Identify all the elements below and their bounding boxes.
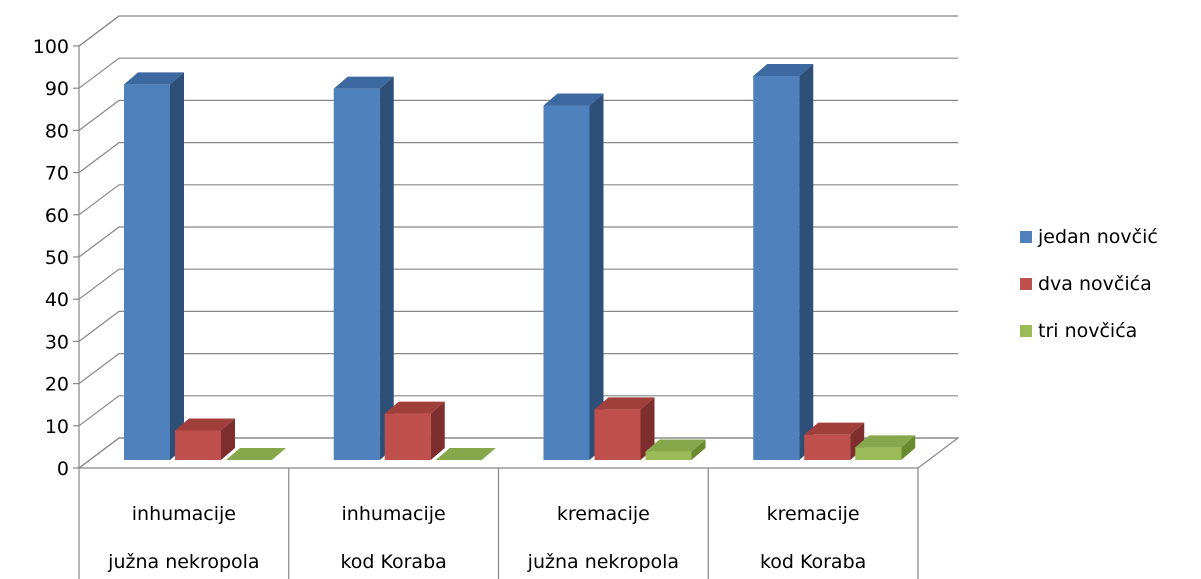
y-tick-label: 50 — [45, 247, 69, 269]
bar-side — [589, 93, 604, 461]
bar-front — [543, 105, 590, 461]
bar-front — [384, 413, 431, 460]
gridline — [78, 226, 958, 258]
bar-side — [221, 418, 235, 460]
category-label: južna nekropola — [527, 551, 679, 573]
bar-front — [804, 434, 851, 460]
bar-side — [170, 72, 184, 461]
bars — [124, 63, 916, 461]
gridline — [78, 353, 958, 385]
bar-side — [379, 76, 394, 460]
legend-label: dva novčića — [1038, 273, 1152, 295]
bar-top — [124, 72, 184, 85]
y-tick-label: 100 — [33, 36, 69, 58]
bar-2-0 — [226, 448, 286, 461]
bar-front — [175, 430, 221, 460]
bar-top — [384, 401, 445, 414]
gridline — [78, 310, 958, 342]
y-tick-label: 40 — [45, 289, 69, 311]
category-label: južna nekropola — [107, 551, 259, 573]
bar-front — [855, 447, 902, 460]
bar-top — [855, 435, 916, 448]
bar-front — [645, 451, 692, 460]
y-tick-label: 20 — [45, 374, 69, 396]
bar-2-2 — [645, 439, 706, 460]
legend-swatch — [1020, 325, 1032, 337]
bar-front — [594, 409, 641, 460]
y-tick-label: 10 — [45, 416, 69, 438]
y-tick-label: 60 — [45, 205, 69, 227]
category-label: kod Koraba — [340, 551, 446, 573]
bar-side — [640, 397, 655, 460]
gridline — [78, 184, 958, 216]
bar-top — [753, 63, 814, 76]
bar-2-3 — [855, 435, 916, 460]
bar-top — [543, 93, 604, 106]
chart-walls — [77, 15, 960, 469]
gridlines — [78, 15, 958, 469]
bar-top — [804, 422, 865, 435]
y-tick-label: 80 — [45, 120, 69, 142]
bar-0-3 — [753, 63, 814, 460]
category-label: inhumacije — [132, 503, 236, 525]
y-tick-label: 70 — [45, 163, 69, 185]
bar-1-0 — [175, 418, 235, 460]
y-tick-label: 0 — [57, 458, 69, 480]
bar-front — [333, 88, 380, 460]
bar-side — [430, 401, 445, 460]
y-axis: 0 10 20 30 40 50 60 70 80 90 100 — [33, 36, 79, 480]
gridline — [78, 395, 958, 427]
bar-1-1 — [384, 401, 445, 460]
bar-top — [226, 448, 286, 460]
category-label: kremacije — [557, 503, 650, 525]
legend-swatch — [1020, 278, 1032, 290]
bar-front — [124, 84, 170, 461]
y-tick-label: 30 — [45, 331, 69, 353]
x-axis-table: inhumacije južna nekropola inhumacije kod K… — [78, 468, 919, 579]
gridline — [78, 99, 958, 131]
category-label: inhumacije — [342, 503, 446, 525]
legend-label: jedan novčić — [1037, 226, 1158, 248]
gridline — [78, 57, 958, 89]
bar-front — [753, 75, 800, 460]
y-tick-label: 90 — [45, 78, 69, 100]
legend: jedan novčić dva novčića tri novčića — [1020, 226, 1158, 342]
gridline — [78, 437, 958, 469]
bar-2-1 — [435, 448, 496, 461]
bar-0-0 — [124, 72, 184, 461]
legend-label: tri novčića — [1038, 320, 1137, 342]
bar-side — [901, 435, 916, 460]
legend-swatch — [1020, 231, 1032, 243]
bar-top — [645, 439, 706, 452]
gridline — [78, 15, 958, 47]
bar-1-2 — [594, 397, 655, 460]
bar-side — [799, 63, 814, 460]
bar-0-2 — [543, 93, 604, 461]
bar-top — [333, 76, 394, 89]
category-label: kod Koraba — [760, 551, 866, 573]
bar-top — [175, 418, 235, 431]
bar-side — [691, 439, 706, 460]
category-label: kremacije — [767, 503, 860, 525]
bar-top — [435, 448, 496, 460]
bar-top — [594, 397, 655, 410]
gridline — [78, 268, 958, 300]
gridline — [78, 142, 958, 174]
bar-0-1 — [333, 76, 394, 460]
